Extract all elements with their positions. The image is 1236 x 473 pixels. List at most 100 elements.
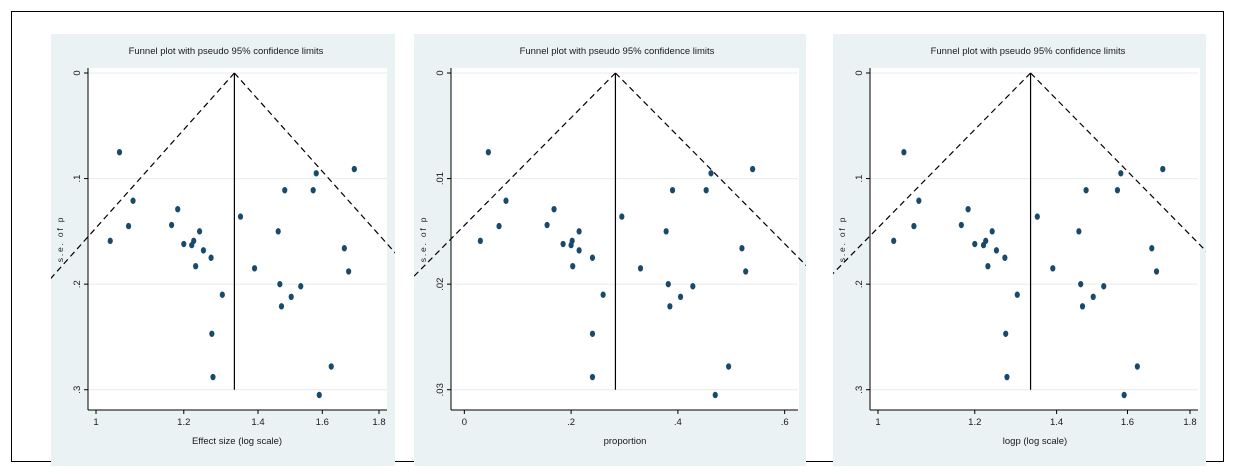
chart-title: Funnel plot with pseudo 95% confidence l… bbox=[129, 46, 324, 57]
data-point bbox=[911, 222, 917, 230]
data-point bbox=[667, 303, 673, 310]
x-tick-label: 1 bbox=[93, 417, 98, 428]
y-tick-label: .03 bbox=[435, 383, 446, 396]
data-point bbox=[544, 221, 550, 229]
data-point bbox=[1076, 228, 1082, 235]
data-point bbox=[983, 237, 989, 245]
x-tick-label: 1.4 bbox=[1050, 417, 1063, 428]
data-point bbox=[965, 205, 971, 213]
data-point bbox=[1121, 391, 1127, 399]
y-tick-label: .2 bbox=[72, 280, 83, 288]
data-point bbox=[576, 247, 582, 254]
data-point bbox=[589, 254, 596, 261]
data-point bbox=[569, 237, 575, 245]
chart-title: Funnel plot with pseudo 95% confidence l… bbox=[520, 46, 715, 57]
y-axis-title: s.e. of p bbox=[55, 216, 65, 262]
data-point bbox=[485, 148, 491, 156]
data-point bbox=[690, 283, 696, 290]
data-point bbox=[1004, 373, 1010, 381]
data-point bbox=[341, 245, 347, 252]
data-point bbox=[1002, 254, 1008, 261]
data-point bbox=[496, 222, 502, 230]
data-point bbox=[560, 240, 566, 248]
upper-confidence-limit bbox=[233, 72, 395, 254]
data-point bbox=[600, 291, 606, 298]
data-point bbox=[891, 237, 897, 245]
data-point bbox=[477, 237, 483, 245]
x-axis-title: Effect size (log scale) bbox=[192, 436, 282, 447]
lower-confidence-limit bbox=[833, 72, 1031, 275]
data-point bbox=[275, 228, 281, 235]
x-tick-label: .6 bbox=[781, 417, 789, 428]
data-point bbox=[985, 263, 991, 270]
x-tick-label: .2 bbox=[567, 417, 575, 428]
data-point bbox=[703, 186, 709, 194]
y-axis-title: s.e. of p bbox=[837, 216, 847, 262]
x-axis-title: logp (log scale) bbox=[1003, 436, 1067, 447]
data-point bbox=[316, 391, 322, 399]
y-tick-label: .1 bbox=[72, 175, 83, 183]
data-point bbox=[750, 165, 756, 173]
x-tick-label: 1.6 bbox=[1121, 417, 1134, 428]
plot-area bbox=[88, 68, 387, 410]
data-point bbox=[181, 240, 187, 248]
upper-confidence-limit bbox=[1030, 72, 1206, 252]
data-point bbox=[200, 247, 207, 254]
data-point bbox=[663, 228, 669, 235]
plot-area bbox=[451, 68, 799, 410]
x-tick-label: 1.8 bbox=[1183, 417, 1196, 428]
data-point bbox=[589, 373, 596, 381]
data-point bbox=[669, 186, 676, 194]
x-tick-label: 1 bbox=[875, 417, 880, 428]
data-point bbox=[708, 170, 714, 177]
data-point bbox=[175, 205, 181, 213]
data-point bbox=[191, 237, 197, 245]
x-tick-label: 1.2 bbox=[177, 417, 190, 428]
data-point bbox=[351, 165, 357, 173]
data-point bbox=[1160, 165, 1166, 173]
data-point bbox=[993, 247, 1000, 254]
data-point bbox=[288, 293, 294, 301]
data-point bbox=[958, 221, 964, 229]
data-point bbox=[328, 363, 334, 370]
x-tick-label: 1.8 bbox=[372, 417, 385, 428]
lower-confidence-limit bbox=[414, 72, 616, 278]
y-tick-label: .1 bbox=[854, 175, 865, 183]
data-point bbox=[619, 213, 625, 220]
data-point bbox=[310, 186, 316, 194]
x-tick-label: 1.4 bbox=[251, 417, 264, 428]
data-point bbox=[551, 205, 557, 213]
data-point bbox=[1118, 170, 1124, 177]
funnel-plot-3: Funnel plot with pseudo 95% confidence l… bbox=[833, 34, 1206, 466]
data-point bbox=[193, 263, 199, 270]
data-point bbox=[712, 391, 718, 399]
lower-confidence-limit bbox=[51, 72, 235, 280]
x-tick-label: .4 bbox=[674, 417, 682, 428]
data-point bbox=[1153, 268, 1160, 275]
x-tick-label: 1.6 bbox=[316, 417, 329, 428]
data-point bbox=[125, 222, 132, 230]
funnel-plot-2: Funnel plot with pseudo 95% confidence l… bbox=[414, 34, 806, 466]
data-point bbox=[1014, 291, 1020, 298]
data-point bbox=[298, 283, 304, 290]
data-point bbox=[1149, 245, 1155, 252]
data-point bbox=[130, 197, 136, 204]
data-point bbox=[916, 197, 922, 204]
y-tick-label: 0 bbox=[72, 70, 83, 75]
x-tick-label: 1.2 bbox=[968, 417, 981, 428]
data-point bbox=[1034, 213, 1040, 220]
data-point bbox=[196, 228, 203, 235]
data-point bbox=[989, 228, 995, 235]
funnel-plot-1: Funnel plot with pseudo 95% confidence l… bbox=[51, 34, 395, 466]
data-point bbox=[589, 330, 596, 337]
y-tick-label: .02 bbox=[435, 278, 446, 291]
data-point bbox=[901, 148, 907, 156]
data-point bbox=[570, 263, 576, 270]
data-point bbox=[168, 221, 175, 229]
data-point bbox=[665, 280, 671, 288]
data-point bbox=[1078, 280, 1084, 288]
y-tick-label: .3 bbox=[854, 386, 865, 394]
data-point bbox=[739, 245, 745, 252]
data-point bbox=[208, 254, 214, 261]
data-point bbox=[1114, 186, 1121, 194]
